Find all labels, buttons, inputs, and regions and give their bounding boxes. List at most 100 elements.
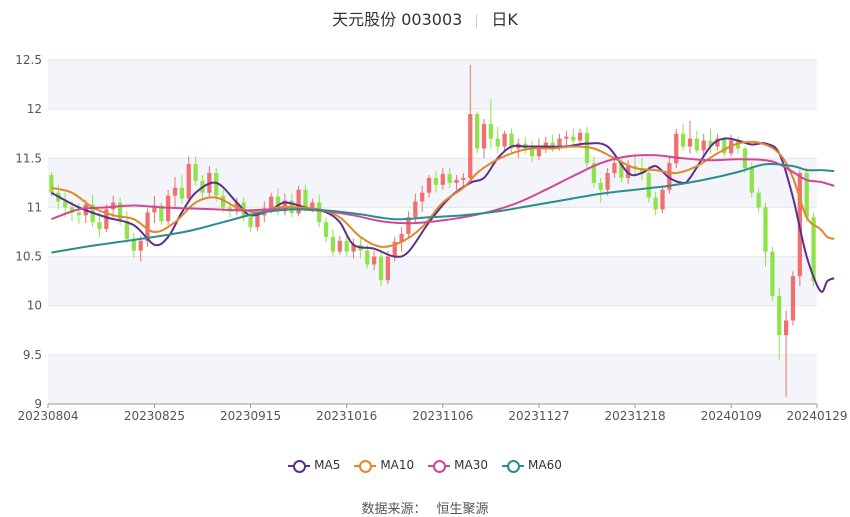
candle-body (461, 177, 466, 180)
y-tick-label: 12.5 (15, 53, 42, 67)
candle-body (756, 192, 761, 208)
candle-body (145, 212, 150, 241)
source-label: 数据来源： (361, 502, 427, 517)
y-axis: 9 9.5 10 10.5 11 11.5 12 12.5 (15, 53, 42, 411)
candle-body (433, 177, 439, 185)
candle-body (138, 240, 143, 251)
candle-body (475, 114, 480, 149)
x-tick-label: 20230915 (220, 409, 281, 423)
candle (543, 136, 548, 154)
legend-item-ma10[interactable]: MA10 (354, 458, 415, 473)
candle-body (557, 138, 562, 149)
candle (152, 195, 157, 224)
candle-body (804, 173, 809, 218)
candle-body (248, 217, 253, 228)
candle-body (660, 189, 665, 210)
candle (722, 136, 727, 157)
chart-title: 天元股份 003003 日K (0, 6, 850, 30)
candle-body (763, 207, 768, 252)
candle (323, 217, 329, 242)
legend-item-ma60[interactable]: MA60 (502, 458, 562, 473)
candle-body (296, 189, 301, 214)
plot-band (48, 354, 817, 404)
candle (770, 246, 775, 301)
candle-body (152, 205, 157, 213)
candle (420, 185, 425, 213)
candle (433, 171, 439, 193)
x-tick-label: 20240109 (701, 409, 762, 423)
candle-body (63, 201, 68, 208)
candle (330, 229, 336, 257)
candle-body (365, 250, 370, 265)
candle (378, 252, 384, 287)
candle (481, 118, 487, 159)
x-tick-label: 20230804 (17, 409, 78, 423)
candle (124, 211, 130, 243)
candle-body (220, 195, 226, 208)
candle-body (426, 177, 432, 193)
candle (461, 173, 466, 186)
candle (296, 185, 301, 217)
x-axis: 20230804 20230825 20230915 20231016 20231106… (17, 403, 848, 423)
candle-body (317, 202, 322, 223)
x-tick-label: 20240129 (786, 409, 847, 423)
candle-body (351, 244, 356, 252)
candle (282, 193, 288, 216)
candle (351, 238, 356, 259)
candle (516, 138, 521, 159)
y-tick-label: 12 (27, 102, 42, 116)
candle-body (742, 148, 748, 169)
plot-band (48, 158, 817, 208)
candle-body (694, 138, 699, 151)
data-source: 数据来源： 恒生聚源 (0, 498, 850, 517)
candle (550, 134, 555, 153)
y-tick-label: 10 (27, 299, 42, 313)
legend-label: MA10 (380, 458, 415, 472)
candle (687, 120, 693, 154)
legend-item-ma5[interactable]: MA5 (288, 458, 341, 473)
chart-legend: MA5 MA10 MA30 MA60 (0, 458, 850, 473)
candle-body (591, 163, 596, 183)
candle-body (612, 163, 617, 174)
y-tick-label: 11 (27, 200, 42, 214)
candlesticks (49, 64, 816, 398)
ma5-line (50, 137, 835, 293)
candle (653, 191, 658, 216)
candle-body (777, 295, 782, 336)
candle (97, 212, 102, 237)
x-tick-label: 20231106 (412, 409, 473, 423)
candle-body (131, 238, 136, 251)
ma60-line (51, 162, 835, 254)
candle-body (310, 202, 315, 208)
candle-body (577, 132, 583, 141)
candle (790, 271, 796, 326)
legend-label: MA5 (314, 458, 341, 472)
candle-body (735, 140, 741, 149)
candle-body (708, 140, 713, 147)
candle-body (344, 240, 349, 252)
candle-body (172, 187, 178, 196)
candle (694, 130, 699, 154)
candle (701, 133, 706, 157)
y-tick-label: 10.5 (15, 250, 42, 264)
candle-body (282, 200, 288, 212)
candle-body (674, 133, 679, 164)
candle-body (76, 212, 82, 216)
candle-body (680, 133, 686, 147)
candle-body (440, 174, 445, 185)
candle (536, 138, 542, 161)
candle (735, 136, 741, 154)
candle (646, 166, 651, 203)
plot-bands (48, 60, 817, 404)
candle-body (715, 138, 720, 147)
y-tick-label: 9.5 (23, 348, 42, 362)
legend-item-ma30[interactable]: MA30 (428, 458, 488, 473)
legend-swatch (288, 459, 311, 473)
candle-body (378, 256, 384, 281)
candle-body (179, 187, 185, 199)
candle-body (392, 241, 397, 257)
legend-swatch (502, 459, 525, 473)
candle (571, 128, 576, 147)
